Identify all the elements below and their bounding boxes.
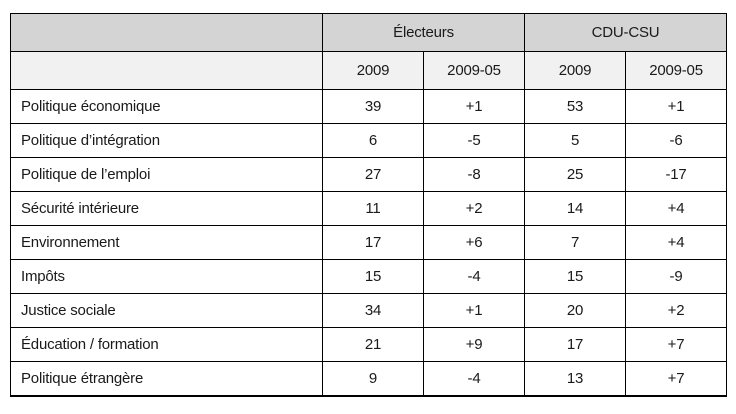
cell-value: 34 <box>322 293 424 328</box>
cell-value: 53 <box>524 89 627 124</box>
col-header-cdu-2009: 2009 <box>524 51 627 90</box>
cell-value: 6 <box>322 123 424 158</box>
cell-value: 20 <box>524 293 627 328</box>
row-label: Politique économique <box>10 89 323 124</box>
cell-value: +1 <box>422 89 526 124</box>
row-label: Politique d’intégration <box>10 123 323 158</box>
col-header-electeurs-2009: 2009 <box>322 51 424 90</box>
cell-value: 25 <box>524 157 627 192</box>
table-container: Électeurs CDU-CSU 2009 2009-05 2009 2009… <box>10 13 728 397</box>
cell-value: -5 <box>422 123 526 158</box>
cell-value: 17 <box>524 327 627 362</box>
row-label: Sécurité intérieure <box>10 191 323 226</box>
cell-value: +7 <box>625 327 728 362</box>
table-row: Politique d’intégration 6 -5 5 -6 <box>10 123 728 158</box>
table-row: Impôts 15 -4 15 -9 <box>10 259 728 294</box>
cell-value: 9 <box>322 361 424 396</box>
cell-value: +1 <box>422 293 526 328</box>
table-row: Environnement 17 +6 7 +4 <box>10 225 728 260</box>
cell-value: 11 <box>322 191 424 226</box>
cell-value: +4 <box>625 191 728 226</box>
row-label: Environnement <box>10 225 323 260</box>
table-row: Sécurité intérieure 11 +2 14 +4 <box>10 191 728 226</box>
cell-value: -4 <box>422 259 526 294</box>
table-row: Politique économique 39 +1 53 +1 <box>10 89 728 124</box>
cell-value: -9 <box>625 259 728 294</box>
row-label: Justice sociale <box>10 293 323 328</box>
cell-value: 27 <box>322 157 424 192</box>
cell-value: 21 <box>322 327 424 362</box>
column-group-electeurs: Électeurs <box>321 13 526 52</box>
cell-value: +2 <box>625 293 728 328</box>
policy-priorities-table: Électeurs CDU-CSU 2009 2009-05 2009 2009… <box>10 13 728 397</box>
col-header-electeurs-2009-05: 2009-05 <box>422 51 526 90</box>
corner-cell-2 <box>10 51 323 90</box>
cell-value: 39 <box>322 89 424 124</box>
row-label: Politique de l’emploi <box>10 157 323 192</box>
cell-value: 15 <box>322 259 424 294</box>
table-row: Justice sociale 34 +1 20 +2 <box>10 293 728 328</box>
table-row: Éducation / formation 21 +9 17 +7 <box>10 327 728 362</box>
cell-value: 13 <box>524 361 627 396</box>
year-header-row: 2009 2009-05 2009 2009-05 <box>10 51 728 90</box>
cell-value: +9 <box>422 327 526 362</box>
cell-value: -17 <box>625 157 728 192</box>
table-row: Politique de l’emploi 27 -8 25 -17 <box>10 157 728 192</box>
cell-value: +6 <box>422 225 526 260</box>
cell-value: 14 <box>524 191 627 226</box>
col-header-cdu-2009-05: 2009-05 <box>625 51 728 90</box>
cell-value: +2 <box>422 191 526 226</box>
cell-value: 15 <box>524 259 627 294</box>
row-label: Politique étrangère <box>10 361 323 396</box>
column-group-cdu-csu: CDU-CSU <box>524 13 728 52</box>
cell-value: 17 <box>322 225 424 260</box>
row-label: Éducation / formation <box>10 327 323 362</box>
cell-value: 5 <box>524 123 627 158</box>
cell-value: -8 <box>422 157 526 192</box>
corner-cell <box>10 13 323 52</box>
cell-value: +1 <box>625 89 728 124</box>
row-label: Impôts <box>10 259 323 294</box>
cell-value: 7 <box>524 225 627 260</box>
cell-value: -6 <box>625 123 728 158</box>
group-header-row: Électeurs CDU-CSU <box>10 13 728 52</box>
table-row: Politique étrangère 9 -4 13 +7 <box>10 361 728 396</box>
cell-value: -4 <box>422 361 526 396</box>
cell-value: +4 <box>625 225 728 260</box>
cell-value: +7 <box>625 361 728 396</box>
